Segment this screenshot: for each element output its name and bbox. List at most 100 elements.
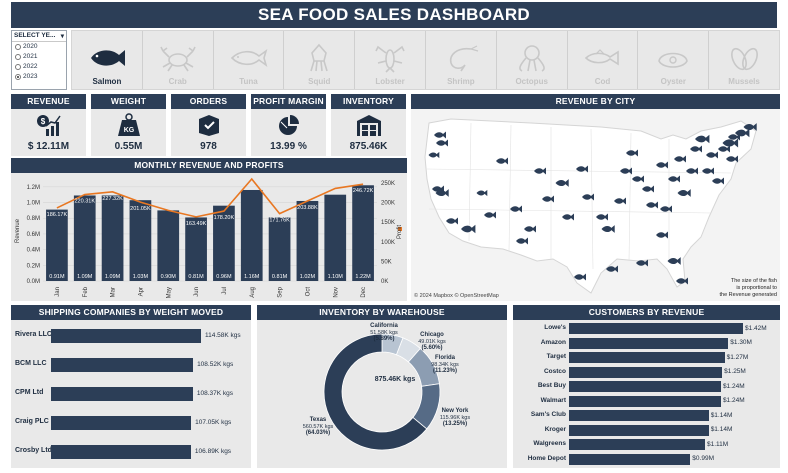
city-fish-marker[interactable] xyxy=(676,277,688,285)
city-fish-marker[interactable] xyxy=(574,273,586,281)
product-label: Oyster xyxy=(660,77,686,86)
city-fish-marker[interactable] xyxy=(428,151,440,159)
month-tick-label: Sep xyxy=(278,286,284,297)
city-fish-marker[interactable] xyxy=(726,155,738,163)
city-fish-marker[interactable] xyxy=(542,195,554,203)
city-fish-marker[interactable] xyxy=(646,201,658,209)
product-mussels[interactable]: Mussels xyxy=(709,31,779,89)
city-fish-marker[interactable] xyxy=(712,177,724,185)
kpi-weight: WEIGHT KG 0.55M xyxy=(91,94,166,156)
city-fish-marker[interactable] xyxy=(555,179,569,187)
city-fish-marker[interactable] xyxy=(614,197,626,205)
city-fish-marker[interactable] xyxy=(677,189,691,197)
city-fish-marker[interactable] xyxy=(686,167,698,175)
product-salmon[interactable]: Salmon xyxy=(72,31,143,89)
lobster-icon xyxy=(375,45,405,73)
city-fish-marker[interactable] xyxy=(667,257,681,265)
city-fish-marker[interactable] xyxy=(642,185,654,193)
radio-icon[interactable] xyxy=(15,54,21,60)
city-fish-marker[interactable] xyxy=(434,131,446,139)
city-fish-marker[interactable] xyxy=(702,167,714,175)
year-option-2020[interactable]: 2020 xyxy=(12,42,66,52)
warehouse-pct: (13.25%) xyxy=(442,421,468,427)
product-label: Crab xyxy=(168,77,187,86)
revenue-bar-label: 1.10M xyxy=(328,274,344,280)
warehouse-donut xyxy=(323,333,441,451)
city-fish-marker[interactable] xyxy=(722,138,739,148)
city-fish-marker[interactable] xyxy=(706,151,718,159)
crab-icon xyxy=(159,46,196,72)
year-option-2023[interactable]: 2023 xyxy=(12,72,66,82)
city-fish-marker[interactable] xyxy=(436,139,448,147)
city-fish-marker[interactable] xyxy=(435,189,449,197)
month-tick-label: Mar xyxy=(111,287,117,297)
y-tick-label: 0.2M xyxy=(27,263,40,269)
warehouse-kgs: 49.01K kgs xyxy=(418,338,446,345)
product-tuna[interactable]: Tuna xyxy=(214,31,285,89)
revenue-bar-label: 1.22M xyxy=(355,274,371,280)
city-fish-marker[interactable] xyxy=(695,134,710,144)
city-fish-marker[interactable] xyxy=(718,145,730,153)
product-shrimp[interactable]: Shrimp xyxy=(426,31,497,89)
city-fish-marker[interactable] xyxy=(484,211,496,219)
city-fish-marker[interactable] xyxy=(620,167,632,175)
warehouse-label: Texas 560.57K kgs (64.03%) xyxy=(293,417,343,437)
city-fish-marker[interactable] xyxy=(636,259,648,267)
city-fish-marker[interactable] xyxy=(690,145,702,153)
city-fish-marker[interactable] xyxy=(476,189,488,197)
radio-icon[interactable] xyxy=(15,74,21,80)
city-fish-marker[interactable] xyxy=(496,157,508,165)
product-selector: Salmon Crab Tuna Squid Lobster Shrimp Octopus C… xyxy=(71,30,780,90)
city-fish-marker[interactable] xyxy=(606,265,618,273)
city-fish-marker[interactable] xyxy=(524,225,536,233)
profit-point-label: 201.05K xyxy=(130,206,151,212)
radio-icon[interactable] xyxy=(15,64,21,70)
shipping-bar xyxy=(51,358,194,372)
city-fish-marker[interactable] xyxy=(668,175,680,183)
city-fish-marker[interactable] xyxy=(510,205,522,213)
map-credit: © 2024 Mapbox © OpenStreetMap xyxy=(414,293,499,299)
year-option-2021[interactable]: 2021 xyxy=(12,52,66,62)
city-fish-marker[interactable] xyxy=(582,193,594,201)
radio-icon[interactable] xyxy=(15,44,21,50)
product-label: Salmon xyxy=(92,77,122,86)
city-fish-marker[interactable] xyxy=(735,128,750,138)
city-fish-marker[interactable] xyxy=(446,217,458,225)
city-fish-marker[interactable] xyxy=(660,205,672,213)
customers-by-revenue-chart: CUSTOMERS BY REVENUE Lowe's $1.42M Amazon $… xyxy=(513,305,780,468)
city-fish-marker[interactable] xyxy=(534,167,546,175)
city-fish-marker[interactable] xyxy=(576,165,588,173)
city-fish-marker[interactable] xyxy=(601,225,615,233)
year-option-2022[interactable]: 2022 xyxy=(12,62,66,72)
city-fish-marker[interactable] xyxy=(656,231,668,239)
revenue-bar xyxy=(185,217,207,281)
city-fish-marker[interactable] xyxy=(656,161,668,169)
product-label: Octopus xyxy=(515,77,548,86)
product-lobster[interactable]: Lobster xyxy=(355,31,426,89)
shipping-company-name: BCM LLC xyxy=(15,360,47,367)
city-fish-marker[interactable] xyxy=(728,133,740,141)
product-octopus[interactable]: Octopus xyxy=(497,31,568,89)
city-fish-marker[interactable] xyxy=(432,185,444,193)
warehouse-pct: (11.23%) xyxy=(432,368,457,374)
year-filter-label: SELECT YE... xyxy=(14,32,56,39)
year-filter[interactable]: SELECT YE... ▾ 2020 2021 2022 2023 xyxy=(11,30,67,90)
city-fish-marker[interactable] xyxy=(562,213,574,221)
product-cod[interactable]: Cod xyxy=(568,31,639,89)
city-fish-marker[interactable] xyxy=(674,155,686,163)
revenue-by-city-map[interactable]: REVENUE BY CITY © 2024 Mapbox © OpenStre… xyxy=(411,94,780,301)
monthly-revenue-profit-chart: MONTHLY REVENUE AND PROFITS 1.2M 1.0M 0.8M… xyxy=(11,158,407,301)
city-fish-marker[interactable] xyxy=(596,213,608,221)
revenue-chart-icon: $ xyxy=(36,115,61,136)
city-fish-marker[interactable] xyxy=(743,123,757,131)
product-oyster[interactable]: Oyster xyxy=(638,31,710,89)
monthly-chart-title: MONTHLY REVENUE AND PROFITS xyxy=(11,158,407,173)
product-squid[interactable]: Squid xyxy=(284,31,356,89)
city-fish-marker[interactable] xyxy=(626,149,638,157)
city-fish-marker[interactable] xyxy=(516,237,528,245)
chevron-down-icon[interactable]: ▾ xyxy=(60,33,64,40)
shipping-value: 108.52K kgs xyxy=(197,361,234,368)
city-fish-marker[interactable] xyxy=(461,224,476,234)
product-crab[interactable]: Crab xyxy=(143,31,214,89)
city-fish-marker[interactable] xyxy=(632,175,644,183)
